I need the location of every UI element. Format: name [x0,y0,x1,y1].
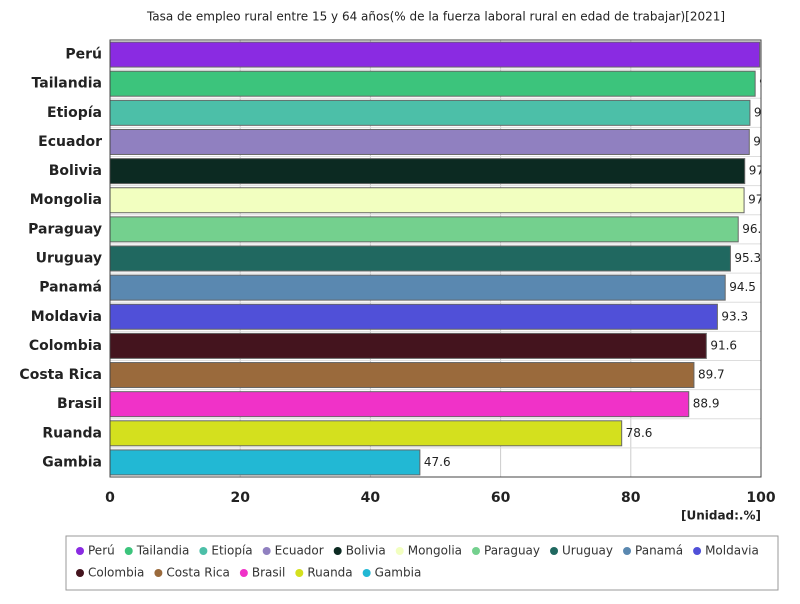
y-tick-label: Brasil [57,396,102,412]
data-label: 98.3 [754,105,781,119]
bar [110,420,623,447]
bars: 99.8 99.1 98.3 98.2 97.5 97.4 96.5 95.3 94.5 93.3… [110,41,791,476]
y-tick-label: Panamá [39,280,102,296]
x-tick-label: 0 [105,490,115,506]
legend-marker [239,569,248,577]
legend-label: Ecuador [275,544,324,558]
legend-marker [395,547,404,555]
data-label: 99.8 [764,47,791,61]
bar [110,362,695,389]
y-tick-label: Mongolia [30,192,102,208]
legend-marker [472,547,480,555]
data-label: 97.5 [749,164,776,178]
y-tick-label: Paraguay [28,221,102,237]
legend-label: Colombia [88,566,144,580]
x-tick-label: 60 [491,490,511,506]
bar [110,449,421,476]
bar [110,158,746,185]
bar [110,274,726,301]
legend-label: Etiopía [211,544,252,558]
legend-label: Uruguay [562,544,613,558]
plot-border [109,39,762,478]
bar [110,128,750,155]
legend-label: Brasil [252,566,285,580]
data-label: 88.9 [693,397,720,411]
legend-marker [76,547,84,555]
data-label: 91.6 [710,338,737,352]
legend-marker [693,547,702,555]
legend-label: Gambia [375,566,422,580]
legend-label: Mongolia [408,544,462,558]
data-label: 93.3 [721,309,748,323]
data-label: 96.5 [742,222,769,236]
unit-label: [Unidad:.%] [681,509,761,523]
legend-label: Costa Rica [166,566,229,580]
bar [110,99,751,126]
y-tick-label: Bolivia [49,163,102,179]
bar [110,70,756,97]
data-label: 95.3 [734,251,761,265]
x-tick-label: 40 [361,490,381,506]
data-label: 89.7 [698,368,725,382]
legend-marker [262,547,271,555]
legend-marker [154,569,163,577]
y-tick-label: Colombia [29,338,102,354]
data-label: 47.6 [424,455,451,469]
legend-label: Moldavia [705,544,759,558]
bar [110,332,707,359]
y-tick-label: Costa Rica [19,367,102,383]
bar [110,41,761,68]
x-tick-label: 20 [230,490,250,506]
legend-label: Tailandia [136,544,190,558]
legend-label: Perú [88,544,115,558]
bar [110,216,739,243]
legend-marker [333,547,342,555]
legend-marker [76,569,84,577]
y-tick-label: Uruguay [36,251,102,267]
data-label: 78.6 [626,426,653,440]
bar [110,303,718,330]
legend-label: Ruanda [307,566,352,580]
y-tick-label: Tailandia [32,76,102,92]
chart-title: Tasa de empleo rural entre 15 y 64 años(… [146,10,725,24]
bar [110,391,690,418]
y-tick-label: Gambia [42,454,102,470]
legend-marker [362,569,371,577]
legend-marker [623,547,632,555]
legend-marker [295,569,304,577]
bar [110,245,731,272]
legend-label: Paraguay [484,544,540,558]
y-tick-label: Perú [65,47,102,63]
y-tick-label: Ecuador [38,134,102,150]
x-tick-label: 100 [746,490,775,506]
legend-marker [124,547,133,555]
legend-marker [550,547,559,555]
legend-label: Panamá [635,544,683,558]
y-tick-label: Etiopía [47,105,102,121]
data-label: 98.2 [753,134,780,148]
data-label: 94.5 [729,280,756,294]
y-tick-label: Ruanda [42,425,102,441]
legend-marker [199,547,208,555]
x-tick-label: 80 [621,490,641,506]
legend-label: Bolivia [346,544,386,558]
y-tick-label: Moldavia [31,309,102,325]
data-label: 97.4 [748,193,775,207]
legend-box [65,535,779,591]
bar [110,187,745,214]
data-label: 99.1 [759,76,786,90]
